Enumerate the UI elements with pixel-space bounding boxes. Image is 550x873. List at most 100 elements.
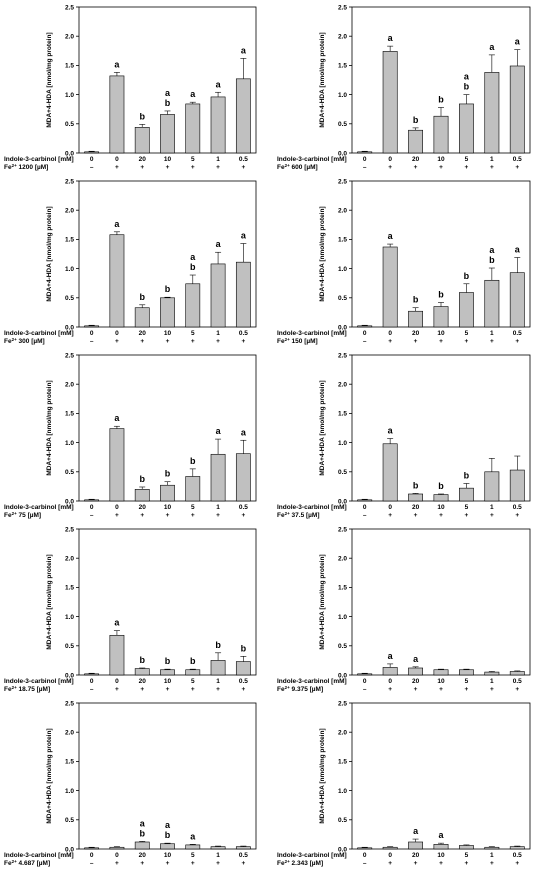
indole-row-label: Indole-3-carbinol [mM] — [277, 504, 347, 511]
fe-sign-label: + — [439, 860, 443, 867]
significance-label: b — [438, 289, 444, 299]
fe-superscript: 2+ — [285, 511, 291, 516]
fe-row-label: Fe2+ 9.375 [µM] — [277, 685, 323, 694]
bar — [382, 51, 398, 154]
bar — [408, 129, 423, 154]
fe-concentration: 1200 — [17, 164, 35, 171]
bar — [235, 261, 251, 328]
bar — [408, 310, 423, 328]
bar — [134, 489, 150, 502]
y-axis-label: MDA+4-HDA [nmol/mg protein] — [319, 554, 326, 649]
bar — [235, 453, 251, 502]
bar — [459, 487, 474, 502]
fe-concentration: 37.5 — [290, 512, 306, 519]
y-tick-label: 0.5 — [65, 121, 74, 128]
y-axis-label: MDA+4-HDA [nmol/mg protein] — [319, 380, 326, 475]
y-tick-label: 0.0 — [65, 846, 74, 853]
indole-row-label: Indole-3-carbinol [mM] — [277, 156, 347, 163]
significance-label: b — [139, 474, 145, 484]
x-tick-label: 20 — [412, 504, 420, 511]
y-tick-label: 0.0 — [338, 150, 347, 157]
significance-label: a — [114, 59, 120, 69]
significance-label: b — [139, 655, 145, 665]
indole-row-label: Indole-3-carbinol [mM] — [277, 678, 347, 685]
x-tick-label: 5 — [191, 330, 195, 337]
significance-label: a — [515, 37, 521, 47]
x-tick-label: 0 — [363, 504, 367, 511]
x-tick-label: 0 — [363, 852, 367, 859]
fe-concentration: 2.343 — [290, 860, 310, 867]
fe-sign-label: + — [414, 338, 418, 345]
x-tick-label: 1 — [216, 852, 220, 859]
fe-sign-label: + — [515, 338, 519, 345]
bar — [109, 846, 125, 850]
y-tick-label: 1.0 — [338, 266, 347, 273]
x-tick-label: 20 — [139, 852, 147, 859]
x-tick-label: 10 — [164, 330, 172, 337]
x-tick-label: 0.5 — [239, 156, 248, 163]
significance-label: b — [489, 255, 495, 265]
bar — [109, 428, 125, 502]
fe-row-label: Fe2+ 18.75 [µM] — [4, 685, 50, 694]
bar — [433, 494, 449, 502]
fe-unit: [µM] — [306, 512, 320, 519]
significance-label: a — [388, 231, 394, 241]
bar — [382, 846, 398, 850]
fe-row-label: Fe2+ 150 [µM] — [277, 337, 318, 346]
fe-superscript: 2+ — [285, 859, 291, 864]
bar — [484, 671, 500, 676]
y-tick-label: 2.0 — [338, 208, 347, 215]
fe-unit: [µM] — [310, 686, 324, 693]
y-tick-label: 0.5 — [65, 817, 74, 824]
significance-label: a — [489, 42, 495, 52]
x-tick-label: 0 — [115, 504, 119, 511]
y-tick-label: 2.0 — [65, 208, 74, 215]
bar — [134, 841, 150, 850]
y-tick-label: 2.5 — [338, 700, 347, 707]
fe-superscript: 2+ — [12, 337, 18, 342]
significance-label: a — [388, 651, 394, 661]
y-axis-label: MDA+4-HDA [nmol/mg protein] — [46, 380, 53, 475]
fe-sign-label: + — [414, 512, 418, 519]
fe-superscript: 2+ — [12, 685, 18, 690]
x-tick-label: 1 — [490, 678, 494, 685]
bar — [160, 114, 175, 154]
x-tick-label: 0 — [115, 852, 119, 859]
y-tick-label: 0.0 — [65, 150, 74, 157]
x-tick-label: 5 — [465, 852, 469, 859]
fe-sign-label: + — [465, 338, 469, 345]
fe-sign-label: + — [140, 512, 144, 519]
bar — [210, 660, 226, 676]
fe-unit: [µM] — [37, 860, 51, 867]
fe-sign-label: – — [363, 860, 367, 867]
fe-sign-label: + — [388, 860, 392, 867]
y-axis-label: MDA+4-HDA [nmol/mg protein] — [46, 206, 53, 301]
x-tick-label: 0.5 — [239, 852, 248, 859]
bar — [185, 283, 201, 328]
x-tick-label: 1 — [216, 330, 220, 337]
fe-sign-label: + — [191, 860, 195, 867]
bar — [84, 325, 100, 328]
fe-sign-label: + — [414, 860, 418, 867]
x-tick-label: 0 — [388, 852, 392, 859]
bar — [84, 151, 100, 154]
fe-row-label: Fe2+ 300 [µM] — [4, 337, 45, 346]
fe-sign-label: + — [166, 860, 170, 867]
x-tick-label: 10 — [164, 504, 172, 511]
y-tick-label: 0.0 — [65, 324, 74, 331]
indole-row-label: Indole-3-carbinol [mM] — [277, 330, 347, 337]
fe-sign-label: + — [216, 512, 220, 519]
significance-label: a — [114, 219, 120, 229]
bar — [459, 103, 474, 154]
fe-unit: [µM] — [35, 164, 49, 171]
x-tick-label: 20 — [412, 330, 420, 337]
significance-label: a — [489, 245, 495, 255]
fe-prefix: Fe — [277, 338, 285, 345]
significance-label: a — [165, 820, 171, 830]
x-tick-label: 1 — [216, 156, 220, 163]
fe-row-label: Fe2+ 1200 [µM] — [4, 163, 48, 172]
x-tick-label: 0 — [115, 330, 119, 337]
x-tick-label: 10 — [164, 852, 172, 859]
x-tick-label: 0 — [363, 156, 367, 163]
